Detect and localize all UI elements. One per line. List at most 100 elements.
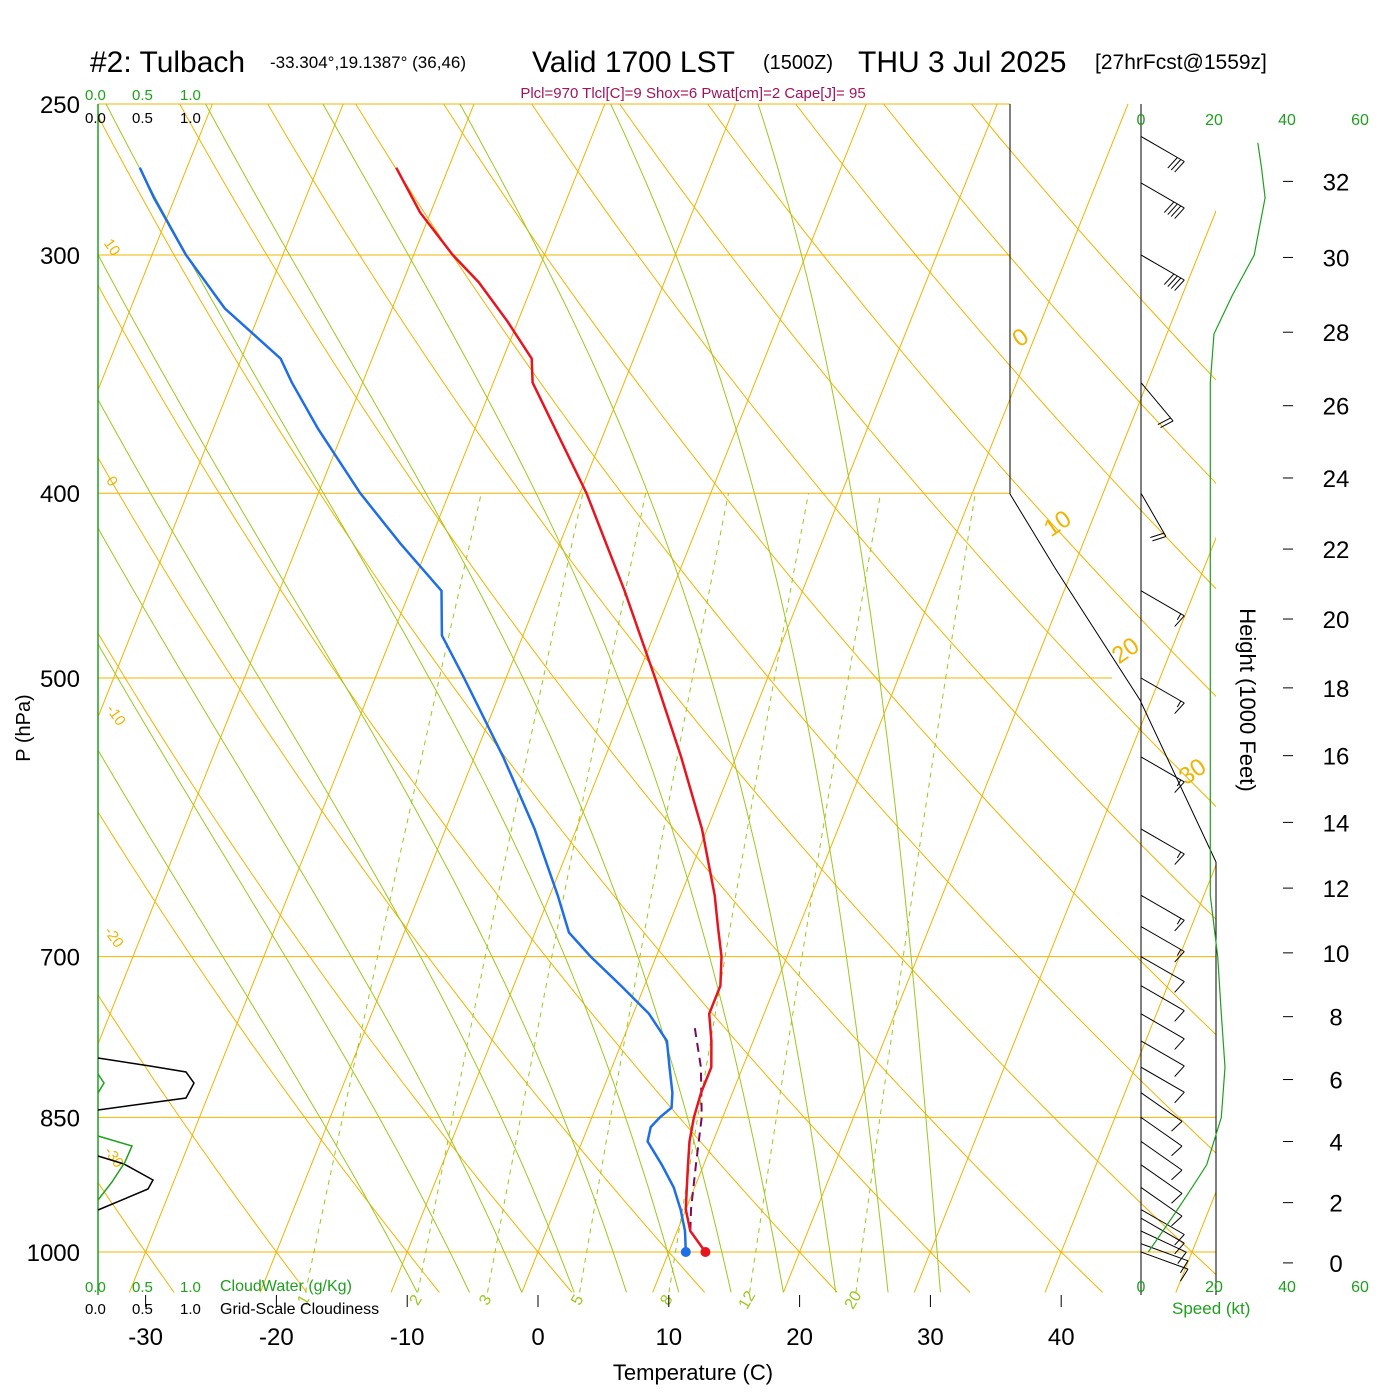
dry-adiabat--20 [98,994,308,1293]
pressure-tick-250: 250 [40,92,80,119]
pressure-tick-700: 700 [40,945,80,972]
height-tick-14: 14 [1323,810,1350,837]
dry-adiabat-70 [443,104,1216,1036]
dry-adiabat-20 [98,284,838,1293]
wind-barb-staff [1140,182,1185,209]
cloudiness-tick-1-bottom: 0.5 [132,1301,153,1318]
isotherm--40 [98,104,475,1046]
wind-barb-900 [1140,1164,1183,1204]
utc-label: (1500Z) [763,52,833,74]
isotherm--70 [0,0,156,1292]
wind-barb-staff [1140,677,1185,704]
wind-barb-675 [1140,926,1185,963]
wind-barb-flag [1167,157,1178,169]
isotherm-60 [1307,0,1400,1292]
wind-barb-staff [1140,1013,1185,1040]
isotherm-lines [0,0,1400,1293]
isotherm--20 [259,104,737,1293]
moist-adiabat-4 [98,398,575,1293]
pressure-tick-1000: 1000 [27,1240,80,1267]
wind-barb-staff [1140,382,1174,422]
height-tick-6: 6 [1329,1068,1342,1095]
pressure-tick-400: 400 [40,481,80,508]
temp-tick-10: 10 [655,1324,682,1351]
dry-adiabat--30 [98,1181,175,1293]
wind-barb-half-flag [1176,613,1182,621]
wind-barb-450 [1140,590,1185,627]
cloudiness-tick-2-top: 1.0 [180,110,201,127]
moist-adiabat-lines [98,104,941,1293]
cloud-water-tick-2-top: 1.0 [180,87,201,104]
moist-adiabat-0 [98,527,523,1293]
temperature-line [395,167,723,1253]
height-tick-32: 32 [1323,169,1350,196]
moist-adiabat-24 [459,104,837,1293]
cloud-water-tick-0-top: 0.0 [85,87,106,104]
isotherm--50 [98,104,344,719]
wind-barb-staff [1140,1141,1183,1171]
wind-barb-staff [1140,985,1185,1012]
temp-tick--30: -30 [128,1324,163,1351]
wind-barb-flag [1174,1065,1185,1077]
speed-tick-bottom-0: 0 [1137,1279,1146,1296]
wind-barb-flag [1174,919,1185,932]
wind-barb-staff [1140,254,1185,281]
mixing-ratio-8 [668,493,809,1293]
moist-adiabat-28 [610,104,889,1293]
dry-adiabat-lines [98,104,1216,1293]
cloud-water-tick-0-bottom: 0.0 [85,1279,106,1296]
isotherm--60 [98,104,213,392]
height-tick-12: 12 [1323,876,1350,903]
wind-barb-flag [1174,279,1185,291]
wind-barb-750 [1140,1013,1185,1050]
wind-barb-flag [1170,277,1182,289]
temp-tick--10: -10 [390,1324,425,1351]
wind-barb-staff [1140,136,1185,162]
speed-profile-line [1147,142,1266,1253]
wind-barb-staff [1140,926,1185,952]
wind-barb-1000 [1140,1251,1189,1282]
speed-tick-bottom-40: 40 [1278,1279,1296,1296]
valid-time-label: Valid 1700 LST [532,46,735,79]
height-tick-20: 20 [1323,607,1350,634]
isotherm-40 [1044,863,1216,1293]
wind-barb-flag [1179,1268,1189,1282]
cloud-water-tick-2-bottom: 1.0 [180,1279,201,1296]
isotherm-label-2: -10 [103,702,129,730]
moist-adiabat-20 [322,104,784,1293]
cloud-water-upper-curve [97,1073,105,1094]
location-label: -33.304°,19.1387° (36,46) [270,53,466,72]
pressure-tick-850: 850 [40,1105,80,1132]
height-tick-18: 18 [1323,676,1350,703]
temp-tick-30: 30 [917,1324,944,1351]
height-tick-4: 4 [1329,1130,1342,1157]
wind-barb-flag [1170,159,1182,171]
wind-barb-flag [1174,781,1185,793]
isotherm-20 [782,209,1216,1293]
speed-tick-top-20: 20 [1205,112,1223,129]
wind-barb-half-flag [1176,918,1182,925]
mixing-ratio-label-12: 12 [736,1288,760,1312]
isotherm-label-7: 20 [1107,632,1144,669]
height-tick-0: 0 [1329,1251,1342,1278]
wind-barb-staff [1140,590,1185,617]
wind-barb-flag [1171,1169,1183,1181]
moist-adiabat-32 [757,104,941,1293]
sounding-series [138,167,723,1253]
height-tick-10: 10 [1323,941,1350,968]
mixing-ratio-label-2: 2 [407,1292,426,1308]
wind-barb-flag [1160,420,1174,429]
cloudiness-tick-0-bottom: 0.0 [85,1301,106,1318]
mixing-ratio-3 [487,493,647,1293]
temp-tick-20: 20 [786,1324,813,1351]
x-axis-label: Temperature (C) [613,1360,773,1385]
wind-barb-flag [1174,702,1185,714]
mixing-ratio-5 [579,493,729,1293]
wind-barb-staff [1140,1251,1189,1270]
wind-barb-925 [1140,1187,1183,1227]
wind-barb-half-flag [1176,949,1182,956]
dry-adiabat-0 [98,632,573,1293]
